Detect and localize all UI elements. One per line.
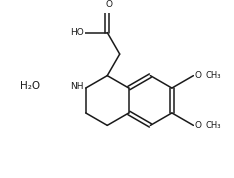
Text: O: O xyxy=(194,71,201,80)
Text: O: O xyxy=(194,121,201,130)
Text: H₂O: H₂O xyxy=(20,82,40,91)
Text: NH: NH xyxy=(70,82,84,91)
Text: HO: HO xyxy=(70,28,84,37)
Text: CH₃: CH₃ xyxy=(205,121,221,130)
Text: O: O xyxy=(106,0,113,9)
Text: CH₃: CH₃ xyxy=(205,71,221,80)
